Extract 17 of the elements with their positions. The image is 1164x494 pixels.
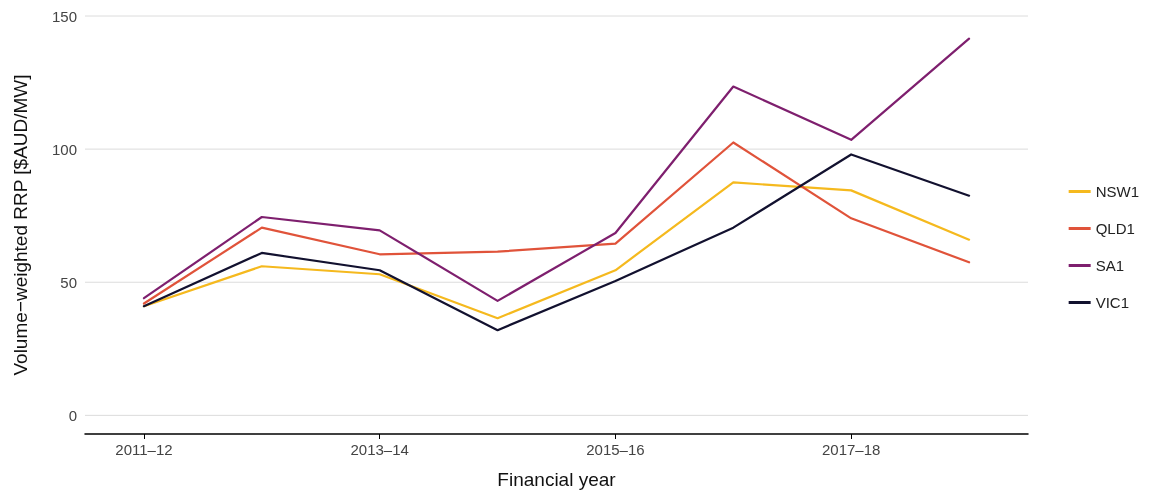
line-series [142, 141, 971, 305]
x-tick-label: 2017–18 [821, 441, 881, 458]
legend-label: NSW1 [1095, 183, 1140, 200]
y-axis-title: Volume−weighted RRP [$AUD/MW] [10, 74, 31, 376]
x-tick-label: 2011–12 [115, 441, 173, 458]
y-tick-label: 100 [51, 140, 77, 158]
x-tick-label: 2013–14 [350, 441, 409, 458]
y-tick-label: 150 [51, 7, 77, 25]
line-series [142, 37, 971, 302]
y-tick-label: 50 [60, 273, 77, 291]
legend-label: SA1 [1095, 257, 1125, 274]
legend-label: VIC1 [1095, 294, 1130, 311]
x-tick-label: 2015–16 [586, 441, 645, 458]
line-series [142, 153, 971, 332]
x-axis-title: Financial year [497, 469, 617, 490]
y-tick-label: 0 [68, 406, 77, 424]
legend-label: QLD1 [1095, 220, 1135, 237]
